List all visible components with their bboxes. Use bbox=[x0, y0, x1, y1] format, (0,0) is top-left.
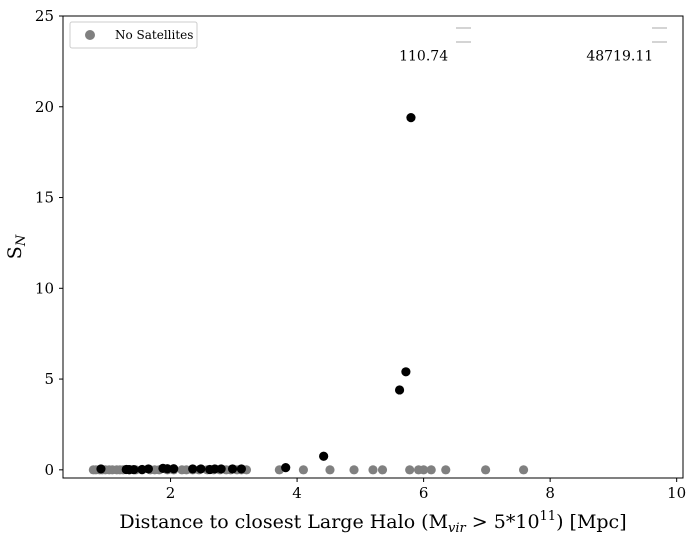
no-satellites-point bbox=[405, 465, 415, 475]
no-satellites-points bbox=[88, 465, 529, 475]
no-satellites-point bbox=[419, 465, 429, 475]
with-satellites-point bbox=[129, 465, 139, 475]
y-tick-label: 25 bbox=[35, 7, 54, 25]
x-axis-label: Distance to closest Large Halo (Mvir > 5… bbox=[119, 509, 626, 536]
x-tick-label: 8 bbox=[545, 484, 555, 502]
with-satellites-point bbox=[406, 113, 416, 123]
with-satellites-points bbox=[96, 113, 416, 475]
legend-label: No Satellites bbox=[115, 28, 193, 42]
with-satellites-point bbox=[96, 464, 106, 474]
no-satellites-point bbox=[368, 465, 378, 475]
with-satellites-point bbox=[162, 464, 172, 474]
no-satellites-point bbox=[518, 465, 529, 475]
with-satellites-point bbox=[394, 385, 405, 395]
with-satellites-point bbox=[216, 464, 226, 474]
legend-marker bbox=[85, 30, 95, 40]
y-tick-label: 20 bbox=[35, 98, 54, 116]
no-satellites-point bbox=[349, 465, 359, 475]
legend: No Satellites bbox=[69, 21, 198, 49]
with-satellites-point bbox=[196, 464, 206, 474]
annotation-label: 48719.11 bbox=[586, 48, 653, 64]
y-axis-label: SN bbox=[4, 234, 29, 259]
plot-frame bbox=[62, 15, 684, 479]
x-tick-label: 2 bbox=[166, 484, 176, 502]
with-satellites-point bbox=[236, 464, 247, 474]
x-tick-label: 10 bbox=[667, 484, 686, 502]
y-axis-ticks: 0 5 10 15 20 25 bbox=[35, 7, 63, 479]
annotations: 110.74 48719.11 bbox=[399, 48, 653, 64]
x-axis-ticks: 2 4 6 8 10 bbox=[166, 478, 686, 502]
with-satellites-point bbox=[401, 367, 411, 377]
with-satellites-point bbox=[143, 464, 154, 474]
x-tick-label: 6 bbox=[419, 484, 429, 502]
x-tick-label: 4 bbox=[292, 484, 302, 502]
with-satellites-point bbox=[281, 463, 291, 473]
with-satellites-point bbox=[227, 464, 238, 474]
no-satellites-point bbox=[298, 465, 309, 475]
annotation-label: 110.74 bbox=[399, 48, 448, 64]
no-satellites-point bbox=[377, 465, 388, 475]
y-tick-label: 5 bbox=[44, 370, 54, 388]
y-tick-label: 15 bbox=[35, 189, 54, 207]
legend-box bbox=[69, 21, 198, 49]
no-satellites-point bbox=[325, 465, 335, 475]
with-satellites-point bbox=[188, 464, 198, 474]
with-satellites-point bbox=[210, 464, 220, 474]
with-satellites-point bbox=[169, 464, 179, 474]
y-tick-label: 0 bbox=[44, 461, 54, 479]
no-satellites-point bbox=[481, 465, 491, 475]
with-satellites-point bbox=[319, 451, 329, 461]
no-satellites-point bbox=[426, 465, 436, 475]
no-satellites-point bbox=[441, 465, 451, 475]
y-tick-label: 10 bbox=[35, 279, 54, 297]
annotation-markers bbox=[456, 27, 667, 43]
